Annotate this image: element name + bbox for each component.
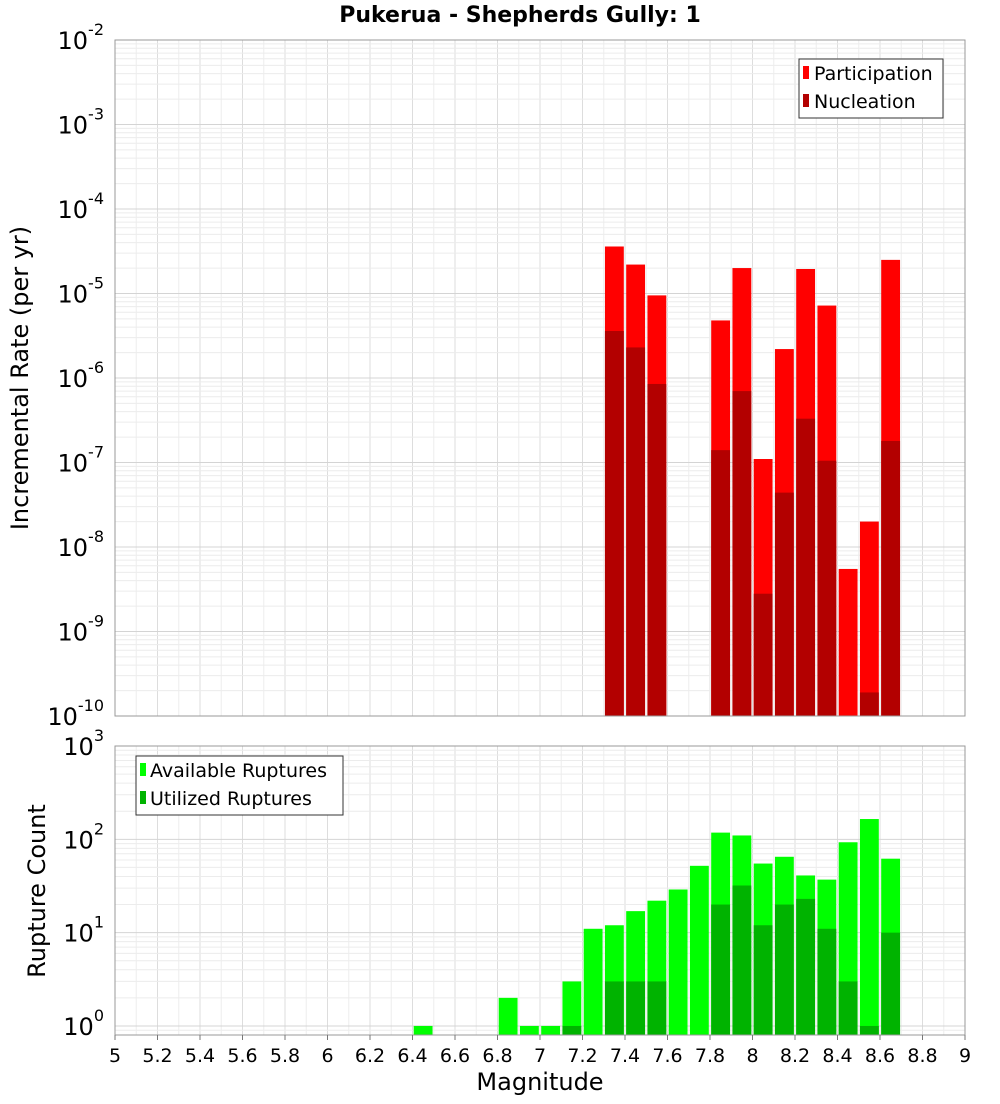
y-tick-label: 10-9 (58, 612, 105, 647)
legend-swatch-utilized-ruptures (140, 791, 146, 804)
bar-utilized-ruptures (774, 904, 794, 1035)
x-tick-label: 5.4 (185, 1045, 215, 1067)
x-tick-label: 7.6 (652, 1045, 682, 1067)
legend-label-available-ruptures: Available Ruptures (150, 760, 327, 782)
x-tick-label: 8.4 (822, 1045, 852, 1067)
bottom-panel-bars (413, 819, 901, 1035)
bar-nucleation (859, 692, 879, 716)
bar-utilized-ruptures (881, 932, 901, 1035)
bar-available-ruptures (689, 865, 709, 1035)
bottom-panel-y-axis-label: Rupture Count (23, 804, 51, 978)
legend-swatch-available-ruptures (140, 763, 146, 776)
x-tick-label: 8.2 (780, 1045, 810, 1067)
y-tick-label: 10-6 (58, 358, 105, 393)
bar-nucleation (711, 450, 731, 716)
y-tick-label: 103 (63, 726, 104, 761)
x-tick-label: 5.6 (227, 1045, 257, 1067)
bar-nucleation (881, 440, 901, 716)
chart-title: Pukerua - Shepherds Gully: 1 (339, 3, 701, 28)
legend-swatch-participation (803, 66, 809, 79)
top-panel-y-axis-label: Incremental Rate (per yr) (6, 226, 34, 530)
bar-utilized-ruptures (838, 981, 858, 1035)
x-tick-label: 7.8 (695, 1045, 725, 1067)
x-tick-label: 8 (746, 1045, 758, 1067)
bar-utilized-ruptures (732, 885, 752, 1035)
bar-available-ruptures (541, 1025, 561, 1035)
bar-utilized-ruptures (604, 981, 624, 1035)
bar-nucleation (774, 492, 794, 716)
x-tick-label: 6.8 (482, 1045, 512, 1067)
x-tick-label: 8.6 (865, 1045, 895, 1067)
bar-utilized-ruptures (859, 1025, 879, 1035)
bar-nucleation (753, 593, 773, 716)
x-tick-label: 7.2 (567, 1045, 597, 1067)
bar-utilized-ruptures (562, 1025, 582, 1035)
bar-utilized-ruptures (711, 904, 731, 1035)
top-panel-y-ticks: 10-2 10-3 10-4 10-5 10-6 10-7 10-8 10-9 10-10 (47, 20, 104, 731)
y-tick-label: 10-5 (58, 274, 105, 309)
legend-label-participation: Participation (814, 63, 933, 85)
y-tick-label: 10-10 (47, 696, 104, 731)
x-axis-ticks: 5 5.2 5.4 5.6 5.8 6 6.2 6.4 6.6 6.8 7 7.2 7.4 7.6 7.8 8… (109, 1035, 971, 1067)
legend-swatch-nucleation (803, 94, 809, 107)
bar-nucleation (647, 383, 667, 716)
y-tick-label: 101 (63, 913, 104, 948)
bar-available-ruptures (519, 1025, 539, 1035)
bar-utilized-ruptures (817, 928, 837, 1035)
bar-nucleation (732, 391, 752, 716)
y-tick-label: 10-2 (58, 20, 105, 55)
y-tick-label: 10-7 (58, 443, 105, 478)
bar-utilized-ruptures (647, 981, 667, 1035)
bar-utilized-ruptures (626, 981, 646, 1035)
bottom-panel-y-ticks: 103 102 101 100 (63, 726, 104, 1041)
top-panel-grid (114, 39, 966, 717)
x-axis-label: Magnitude (476, 1068, 603, 1096)
y-tick-label: 10-8 (58, 527, 105, 562)
x-tick-label: 6.6 (440, 1045, 470, 1067)
x-tick-label: 7.4 (610, 1045, 640, 1067)
top-panel-frame (114, 39, 966, 717)
bar-nucleation (604, 330, 624, 716)
bar-available-ruptures (562, 981, 582, 1035)
x-tick-label: 5.2 (142, 1045, 172, 1067)
y-tick-label: 10-3 (58, 105, 105, 140)
y-tick-label: 100 (63, 1006, 104, 1041)
x-tick-label: 7 (534, 1045, 546, 1067)
bottom-panel-legend-box (135, 755, 344, 816)
top-panel-bars (604, 246, 901, 716)
legend-label-utilized-ruptures: Utilized Ruptures (150, 788, 312, 810)
bar-available-ruptures (859, 819, 879, 1035)
bar-utilized-ruptures (753, 925, 773, 1035)
top-panel-legend: Participation Nucleation (798, 58, 944, 119)
x-tick-label: 6 (321, 1045, 333, 1067)
bar-nucleation (817, 460, 837, 716)
x-tick-label: 5.8 (270, 1045, 300, 1067)
bar-participation (838, 568, 858, 716)
x-tick-label: 5 (109, 1045, 121, 1067)
bar-available-ruptures (668, 889, 688, 1035)
y-tick-label: 102 (63, 819, 104, 854)
x-tick-label: 9 (959, 1045, 971, 1067)
x-tick-label: 8.8 (907, 1045, 937, 1067)
bar-participation (859, 521, 879, 716)
bar-available-ruptures (583, 928, 603, 1035)
bar-nucleation (626, 347, 646, 716)
bar-nucleation (796, 418, 816, 716)
bar-utilized-ruptures (796, 898, 816, 1035)
bottom-panel-legend: Available Ruptures Utilized Ruptures (135, 755, 344, 816)
legend-label-nucleation: Nucleation (814, 91, 916, 113)
bar-available-ruptures (413, 1025, 433, 1035)
y-tick-label: 10-4 (58, 189, 105, 224)
bar-available-ruptures (498, 997, 518, 1035)
x-tick-label: 6.4 (397, 1045, 427, 1067)
x-tick-label: 6.2 (355, 1045, 385, 1067)
top-panel-legend-box (798, 58, 944, 119)
